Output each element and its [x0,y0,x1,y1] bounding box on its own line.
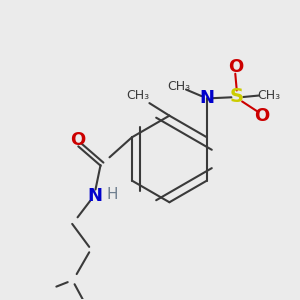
Text: H: H [106,187,118,202]
Text: S: S [230,88,244,106]
Text: N: N [200,89,214,107]
Text: CH₃: CH₃ [257,89,280,102]
Text: CH₃: CH₃ [127,89,150,102]
Text: CH₃: CH₃ [167,80,190,93]
Text: O: O [254,107,270,125]
Text: N: N [87,187,102,205]
Text: O: O [228,58,243,76]
Text: O: O [70,131,85,149]
